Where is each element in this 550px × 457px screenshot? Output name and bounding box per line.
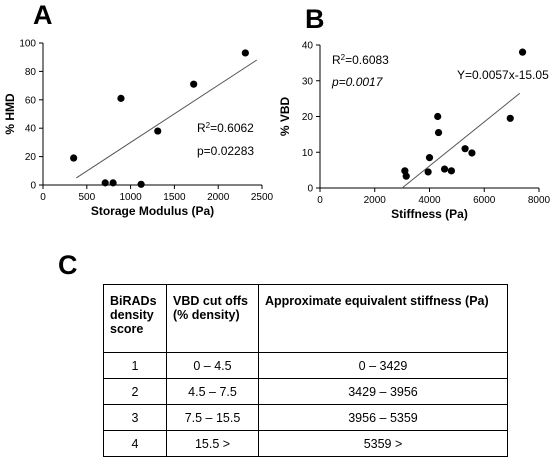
- table-cell: 4: [103, 430, 167, 457]
- header-stiffness-line: Approximate equivalent stiffness (Pa): [265, 294, 489, 308]
- p-value-annotation: p=0.02283: [197, 144, 254, 158]
- data-point: [434, 112, 442, 121]
- header-birads-line: BiRADs: [110, 294, 157, 308]
- table-cell: 4.5 – 7.5: [166, 378, 259, 405]
- table-cell: 0 – 4.5: [166, 352, 259, 379]
- x-tick-label: 6000: [473, 195, 496, 206]
- header-birads-line: density: [110, 308, 154, 322]
- table-cell: 2: [103, 378, 167, 405]
- data-point: [425, 154, 434, 162]
- header-vbd-line: VBD cut offs: [173, 294, 248, 308]
- x-tick-label: 8000: [528, 195, 550, 206]
- x-tick-label: 1000: [119, 192, 142, 203]
- y-tick-label: 0: [30, 181, 36, 192]
- data-point: [447, 167, 455, 175]
- table-cell: 3429 – 3956: [258, 378, 508, 405]
- header-vbd: VBD cut offs (% density): [166, 284, 259, 353]
- table-cell: 1: [103, 352, 167, 379]
- table-row: 3 7.5 – 15.5 3956 – 5359: [103, 404, 508, 431]
- header-stiffness: Approximate equivalent stiffness (Pa): [258, 284, 508, 353]
- data-point: [402, 172, 410, 180]
- x-tick-label: 2000: [364, 195, 387, 206]
- y-tick-label: 0: [307, 184, 313, 195]
- data-point: [241, 49, 249, 57]
- data-point: [468, 149, 476, 157]
- birads-table: BiRADs density score VBD cut offs (% den…: [103, 284, 508, 457]
- x-tick-label: 500: [78, 192, 95, 203]
- data-point: [424, 168, 432, 176]
- p-value-annotation: p=0.0017: [331, 75, 384, 89]
- data-point: [440, 165, 449, 173]
- table-cell: 0 – 3429: [258, 352, 508, 379]
- panel-label-c: C: [58, 250, 78, 280]
- table-cell: 5359 >: [258, 430, 508, 457]
- data-point: [518, 48, 527, 56]
- data-point: [137, 180, 145, 188]
- y-axis-label: % HMD: [3, 93, 17, 135]
- y-axis-label: % VBD: [278, 96, 292, 136]
- equation-annotation: Y=0.0057x-15.05: [457, 68, 549, 82]
- r-squared-annotation: R2=0.6083: [332, 53, 389, 68]
- data-point: [434, 128, 443, 137]
- table-cell: 3956 – 5359: [258, 404, 508, 431]
- table-row: 1 0 – 4.5 0 – 3429: [103, 352, 508, 379]
- data-point: [109, 179, 117, 187]
- chart-a: 0 500 1000 1500 2000 2500 0 20 40 60 80 100 Storage …: [3, 39, 274, 219]
- y-tick-label: 100: [19, 39, 36, 50]
- table-cell: 15.5 >: [166, 430, 259, 457]
- x-tick-label: 0: [317, 195, 323, 206]
- table-row: 2 4.5 – 7.5 3429 – 3956: [103, 378, 508, 405]
- header-vbd-line: (% density): [173, 308, 240, 322]
- x-axis-label: Storage Modulus (Pa): [91, 204, 214, 218]
- x-tick-label: 0: [40, 192, 46, 203]
- table-row: 4 15.5 > 5359 >: [103, 430, 508, 457]
- table-cell: 7.5 – 15.5: [166, 404, 259, 431]
- regression-line: [401, 92, 521, 189]
- data-point: [117, 94, 125, 102]
- panel-label-b: B: [305, 4, 325, 34]
- data-point: [190, 80, 198, 88]
- data-point: [461, 145, 469, 153]
- table-header-row: BiRADs density score VBD cut offs (% den…: [103, 284, 508, 353]
- x-tick-label: 2500: [251, 192, 274, 203]
- data-point: [154, 127, 162, 135]
- data-point: [101, 179, 109, 187]
- header-birads: BiRADs density score: [103, 284, 167, 353]
- y-tick-label: 20: [302, 112, 314, 123]
- y-tick-label: 60: [25, 95, 37, 106]
- data-point: [70, 154, 78, 162]
- y-tick-label: 40: [302, 41, 314, 52]
- y-tick-label: 80: [25, 67, 37, 78]
- y-tick-label: 30: [302, 76, 314, 87]
- x-axis-label: Stiffness (Pa): [391, 207, 468, 221]
- x-tick-label: 4000: [418, 195, 441, 206]
- regression-line: [76, 59, 258, 179]
- x-tick-label: 2000: [207, 192, 230, 203]
- table-cell: 3: [103, 404, 167, 431]
- data-point: [506, 114, 514, 122]
- panel-label-a: A: [33, 0, 53, 30]
- chart-b: 0 2000 4000 6000 8000 0 10 20 30 40 Stiffness (Pa)…: [278, 41, 550, 222]
- y-tick-label: 40: [25, 124, 37, 135]
- y-tick-label: 20: [25, 152, 37, 163]
- x-tick-label: 1500: [163, 192, 186, 203]
- r-squared-annotation: R2=0.6062: [197, 121, 254, 136]
- y-tick-label: 10: [302, 148, 314, 159]
- header-birads-line: score: [110, 322, 144, 336]
